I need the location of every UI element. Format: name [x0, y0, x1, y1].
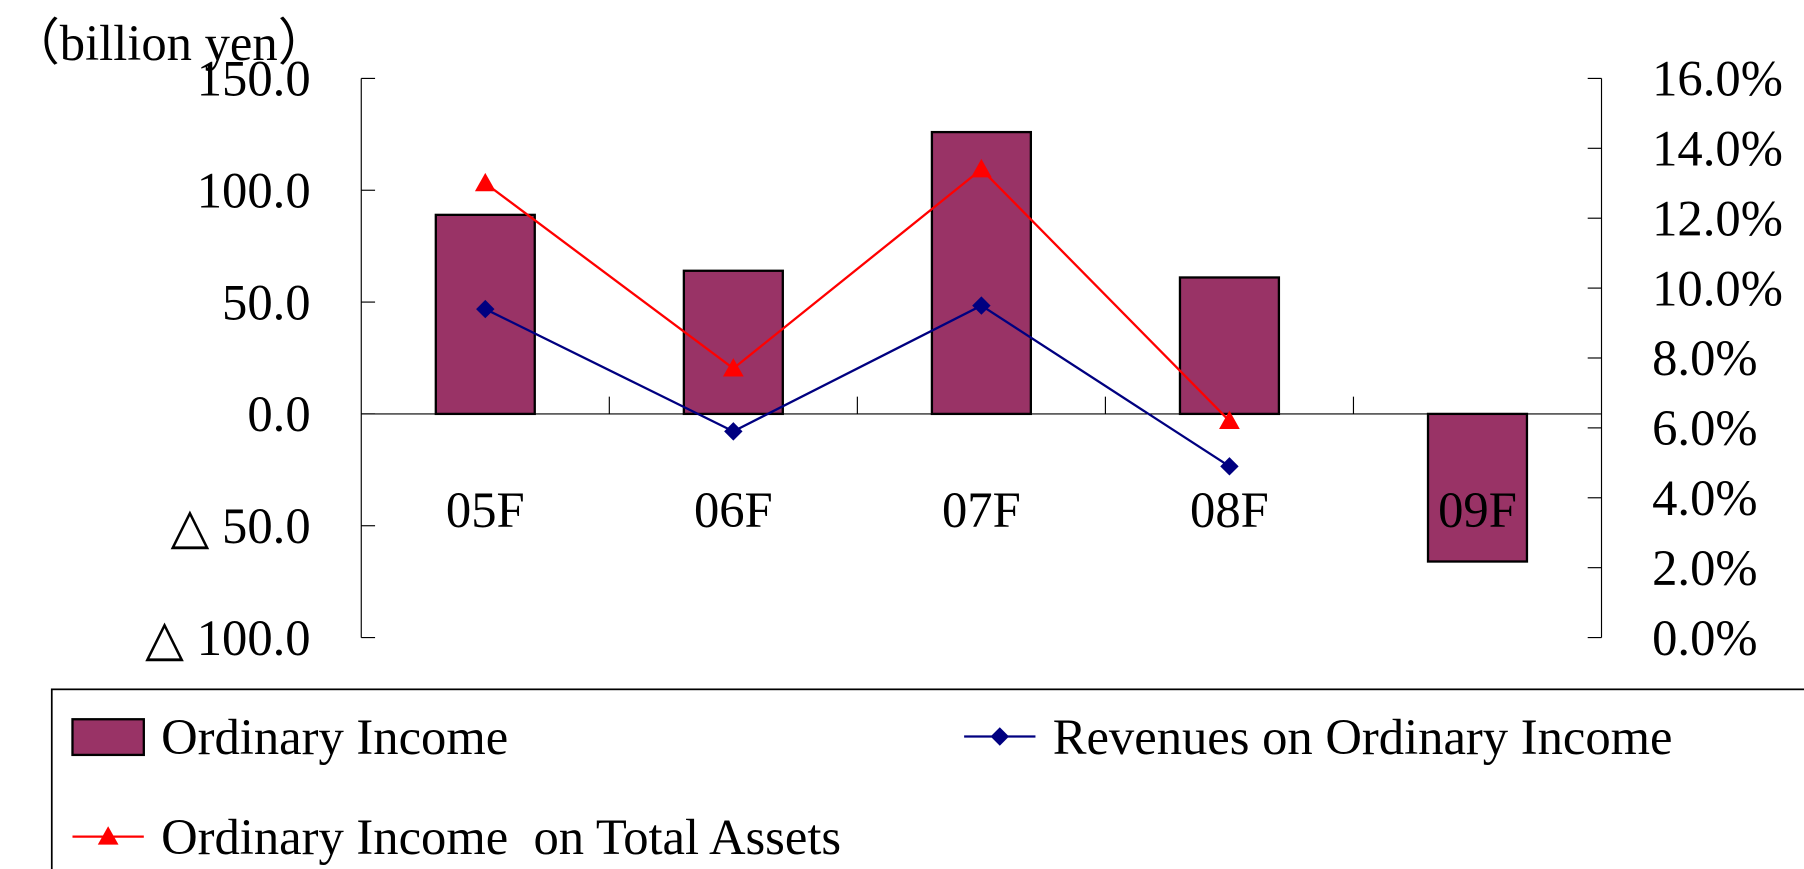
legend-label: Ordinary Income	[161, 709, 508, 765]
point	[724, 422, 743, 441]
y-tick-label: 0.0	[247, 386, 310, 442]
line	[484, 304, 1231, 468]
y-tick-label: △ 100.0	[145, 610, 310, 666]
legend-marker	[990, 727, 1009, 746]
point	[972, 296, 991, 315]
y2-tick-label: 4.0%	[1652, 470, 1757, 526]
point	[722, 358, 744, 377]
y-tick-label: △ 50.0	[170, 498, 310, 554]
x-tick-label: 08F	[1190, 482, 1269, 538]
legend-swatch	[71, 718, 145, 757]
x-tick-label: 09F	[1438, 482, 1517, 538]
legend-label: Ordinary Income on Total Assets	[161, 809, 841, 865]
point	[1220, 457, 1239, 476]
y2-tick-label: 2.0%	[1652, 540, 1757, 596]
bar	[1426, 412, 1529, 563]
y-tick-label: 50.0	[222, 274, 311, 330]
y2-tick-label: 6.0%	[1652, 400, 1757, 456]
x-tick-label: 07F	[942, 482, 1021, 538]
line	[484, 167, 1231, 422]
y-tick-label: 100.0	[197, 163, 311, 219]
y2-tick-label: 8.0%	[1652, 330, 1757, 386]
legend-marker	[97, 826, 119, 845]
x-tick-label: 05F	[446, 482, 525, 538]
bar	[1178, 276, 1281, 416]
legend-label: Revenues on Ordinary Income	[1053, 709, 1673, 765]
point	[1219, 410, 1240, 429]
point	[474, 172, 496, 192]
y2-tick-label: 14.0%	[1652, 121, 1783, 177]
unit-label: （billion yen）	[9, 15, 328, 71]
y2-tick-label: 16.0%	[1652, 51, 1783, 107]
y2-tick-label: 0.0%	[1652, 610, 1757, 666]
bar	[930, 130, 1033, 416]
x-tick-label: 06F	[694, 482, 773, 538]
y2-tick-label: 10.0%	[1652, 260, 1783, 316]
point	[476, 299, 495, 319]
y2-tick-label: 12.0%	[1652, 190, 1783, 246]
point	[971, 158, 992, 178]
legend-box	[50, 688, 1804, 869]
y-tick-label: 150.0	[197, 51, 311, 107]
